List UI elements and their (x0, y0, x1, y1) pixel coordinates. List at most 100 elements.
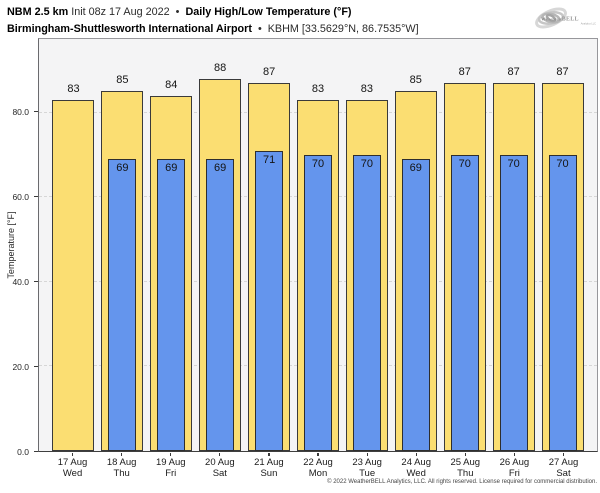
low-bar: 69 (157, 159, 186, 451)
station-id: KBHM [33.5629°N, 86.7535°W] (267, 22, 419, 35)
x-tick-date: 18 Aug (106, 456, 137, 468)
station-separator: • (257, 22, 262, 35)
x-tick: 23 Aug Tue (343, 452, 392, 480)
bar-group: 87 70 (538, 39, 587, 451)
copyright-text: © 2022 WeatherBELL Analytics, LLC. All r… (327, 479, 597, 485)
x-tick: 26 Aug Fri (490, 452, 539, 480)
model-name: NBM 2.5 km (7, 6, 69, 18)
low-bar: 70 (303, 154, 332, 451)
y-tick-mark (34, 451, 38, 453)
bar-group: 85 69 (391, 39, 440, 451)
x-tick-day: Thu (113, 468, 130, 479)
x-tick-mark (366, 452, 368, 456)
x-tick-day: Tue (359, 468, 376, 479)
y-tick-mark (34, 366, 38, 368)
bar-group: 87 71 (245, 39, 294, 451)
weatherbell-logo: WEATHERBELL Analytics LLC (532, 2, 598, 34)
x-axis-ticks: 17 Aug Wed 18 Aug Thu 19 Aug Fri 20 Aug Sat 21 A… (38, 452, 598, 480)
low-bar: 70 (450, 154, 479, 451)
high-value-label: 84 (165, 78, 178, 91)
station-name: Birmingham-Shuttlesworth International A… (7, 22, 252, 35)
x-tick-date: 26 Aug (499, 456, 530, 468)
x-tick-mark (562, 452, 565, 456)
y-axis-label: Temperature [°F] (6, 211, 16, 279)
x-tick-mark (170, 452, 172, 456)
y-tick-mark (34, 110, 38, 113)
x-tick: 24 Aug Wed (392, 452, 441, 480)
low-bar: 69 (401, 159, 430, 451)
x-tick-day: Thu (457, 468, 474, 479)
high-value-label: 83 (67, 82, 80, 95)
low-bar: 70 (548, 154, 577, 451)
swirl-icon: WEATHERBELL Analytics LLC (535, 7, 596, 29)
x-tick-day: Fri (508, 468, 520, 479)
low-value-label: 69 (116, 162, 129, 175)
y-tick-label: 40.0 (12, 276, 29, 287)
high-value-label: 85 (409, 74, 422, 87)
x-tick-day: Mon (308, 468, 328, 479)
x-tick-date: 25 Aug (450, 456, 481, 468)
bar-group: 84 69 (147, 39, 196, 451)
title-line-1: NBM 2.5 km Init 08z 17 Aug 2022 • Daily … (7, 4, 419, 21)
x-tick-mark (464, 452, 466, 456)
low-value-label: 70 (311, 157, 325, 170)
high-bar (52, 99, 95, 451)
low-value-label: 71 (262, 153, 276, 166)
logo-text-weather: WEATHERBELL (541, 17, 579, 23)
x-tick-day: Wed (62, 468, 83, 479)
bar-group: 87 70 (489, 39, 538, 451)
y-axis-ticks: 0.0 20.0 40.0 60.0 80.0 (0, 38, 38, 457)
y-tick-mark (34, 195, 38, 198)
plot-area: 83 85 69 84 69 88 69 87 71 83 70 83 70 85 69 87 70 87 70 87… (38, 38, 598, 452)
high-value-label: 83 (311, 82, 325, 95)
high-value-label: 87 (556, 66, 569, 78)
high-value-label: 88 (214, 61, 227, 74)
low-value-label: 70 (360, 157, 374, 170)
low-bar: 69 (206, 159, 235, 451)
y-tick-label: 0.0 (17, 447, 29, 457)
low-value-label: 69 (409, 162, 422, 175)
high-value-label: 87 (458, 66, 471, 78)
bar-group: 83 (49, 39, 98, 451)
x-tick: 20 Aug Sat (195, 452, 244, 480)
y-tick-label: 80.0 (12, 106, 29, 117)
high-value-label: 87 (507, 66, 520, 78)
title-line-2: Birmingham-Shuttlesworth International A… (7, 21, 419, 38)
x-tick-day: Wed (406, 468, 426, 479)
x-tick-date: 24 Aug (401, 456, 431, 468)
product-title: Daily High/Low Temperature (°F) (185, 6, 352, 18)
x-tick-date: 19 Aug (155, 456, 186, 468)
bar-group: 85 69 (98, 39, 147, 451)
y-tick-label: 60.0 (12, 191, 29, 202)
high-value-label: 87 (262, 66, 276, 78)
low-bar: 70 (352, 154, 381, 451)
low-value-label: 70 (458, 157, 471, 170)
x-tick-day: Fri (165, 468, 177, 479)
x-tick: 19 Aug Fri (146, 452, 195, 480)
x-tick: 25 Aug Thu (441, 452, 490, 480)
x-tick-mark (71, 452, 74, 456)
x-tick-date: 27 Aug (548, 456, 579, 468)
high-value-label: 85 (116, 74, 129, 87)
x-tick: 22 Aug Mon (293, 452, 342, 480)
x-tick-day: Sat (212, 468, 227, 479)
x-tick-date: 22 Aug (303, 456, 333, 468)
x-tick-date: 21 Aug (254, 456, 284, 468)
bars: 83 85 69 84 69 88 69 87 71 83 70 83 70 85 69 87 70 87 70 87… (39, 39, 597, 451)
x-tick-mark (268, 452, 270, 456)
x-tick-date: 20 Aug (205, 456, 235, 468)
x-tick-mark (317, 452, 319, 456)
logo-tagline: Analytics LLC (581, 23, 596, 26)
x-tick-day: Sat (556, 468, 571, 479)
y-tick-mark (34, 280, 38, 283)
x-tick: 18 Aug Thu (97, 452, 146, 480)
x-tick: 27 Aug Sat (539, 452, 588, 480)
title-separator: • (175, 6, 180, 18)
bar-group: 87 70 (440, 39, 489, 451)
low-value-label: 70 (507, 157, 520, 170)
x-tick: 17 Aug Wed (48, 452, 97, 480)
low-bar: 70 (499, 154, 528, 451)
high-value-label: 83 (360, 82, 374, 95)
low-value-label: 69 (214, 162, 227, 175)
